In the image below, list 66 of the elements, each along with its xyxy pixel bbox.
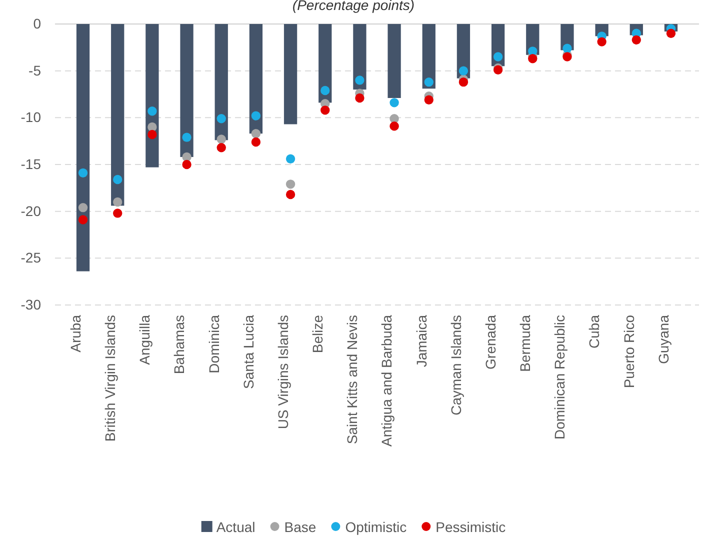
- x-tick-label: Cayman Islands: [448, 315, 464, 416]
- point: [286, 154, 296, 164]
- x-tick-label: Antigua and Barbuda: [378, 314, 395, 447]
- x-tick-label: Saint Kitts and Nevis: [344, 315, 360, 444]
- point: [424, 95, 434, 104]
- x-tick-label: Grenada: [482, 314, 498, 370]
- point: [632, 35, 641, 45]
- x-tick-label: Guyana: [655, 314, 672, 364]
- x-tick-label: US Virgins Islands: [274, 315, 291, 430]
- point: [458, 66, 468, 76]
- point: [493, 52, 503, 62]
- point: [148, 106, 157, 116]
- point: [113, 174, 122, 184]
- point: [390, 121, 399, 131]
- x-tick-label: Santa Lucia: [240, 314, 256, 389]
- point: [562, 44, 572, 53]
- point: [251, 128, 261, 138]
- x-tick-label: Puerto Rico: [620, 314, 637, 388]
- x-tick-label: Cuba: [586, 314, 602, 348]
- y-tick-label: -30: [20, 296, 42, 312]
- point: [216, 134, 226, 144]
- point: [113, 197, 122, 207]
- x-tick-label: Dominican Republic: [552, 315, 568, 440]
- y-tick-label: -20: [20, 202, 42, 219]
- chart-title: (Percentage points): [292, 0, 415, 13]
- point: [286, 190, 296, 200]
- x-tick-label: Jamaica: [413, 314, 430, 368]
- point: [216, 143, 226, 152]
- point: [597, 37, 606, 46]
- x-tick-label: Dominica: [206, 314, 222, 374]
- point: [113, 208, 122, 218]
- point: [251, 137, 261, 147]
- point: [182, 160, 192, 170]
- legend-label: Base: [284, 519, 316, 535]
- point: [286, 180, 296, 189]
- y-tick-label: -5: [28, 62, 42, 78]
- point: [216, 114, 226, 124]
- point: [78, 168, 88, 178]
- legend-label: Pessimistic: [436, 519, 506, 535]
- point: [666, 28, 676, 38]
- point: [320, 106, 330, 115]
- point: [355, 76, 364, 85]
- legend-label: Actual: [216, 519, 256, 535]
- x-tick-label: Anguilla: [136, 314, 153, 365]
- x-tick-label: Aruba: [67, 314, 84, 352]
- point: [148, 122, 157, 132]
- x-tick-label: Bermuda: [517, 314, 534, 372]
- y-tick-label: 0: [33, 15, 42, 32]
- point: [78, 202, 88, 212]
- point: [78, 215, 88, 224]
- point: [390, 114, 399, 124]
- point: [182, 132, 192, 142]
- y-tick-label: -25: [20, 250, 42, 266]
- point: [458, 77, 468, 87]
- point: [424, 77, 434, 87]
- point: [251, 111, 261, 120]
- x-tick-label: Belize: [310, 314, 326, 354]
- point: [355, 93, 364, 103]
- y-tick-label: -10: [20, 109, 42, 126]
- point: [148, 130, 157, 140]
- legend-label: Optimistic: [345, 519, 407, 535]
- point: [390, 98, 399, 108]
- y-tick-label: -15: [20, 156, 42, 172]
- point: [320, 86, 330, 96]
- x-tick-label: Bahamas: [171, 315, 188, 374]
- x-tick-label: British Virgin Islands: [102, 315, 118, 442]
